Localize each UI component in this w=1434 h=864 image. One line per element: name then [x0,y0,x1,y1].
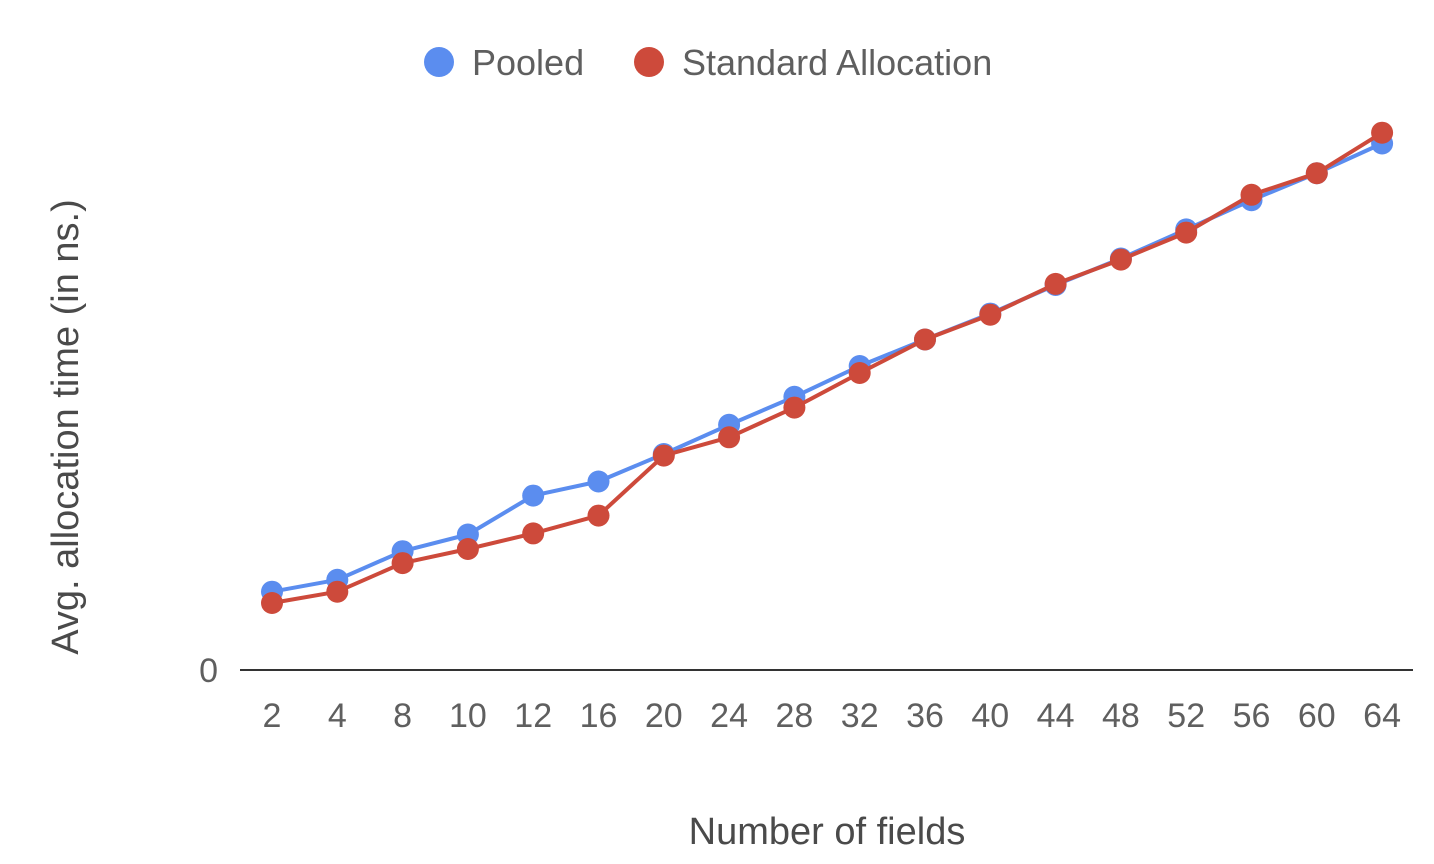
data-point-standard-allocation [261,592,283,614]
x-tick-label: 16 [580,697,618,735]
x-tick-label: 56 [1233,697,1271,735]
data-point-standard-allocation [1305,162,1328,185]
x-tick-label: 4 [328,697,347,735]
series-layer [261,121,1394,614]
data-point-standard-allocation [391,552,414,575]
data-point-pooled [522,484,545,507]
x-tick-label: 48 [1102,697,1140,735]
data-point-standard-allocation [1175,221,1198,244]
x-tick-label: 60 [1298,697,1336,735]
data-point-pooled [587,470,610,493]
data-point-standard-allocation [1044,272,1067,295]
data-point-standard-allocation [456,538,479,560]
data-point-standard-allocation [652,444,675,467]
x-tick-label: 40 [971,697,1009,735]
x-tick-label: 12 [514,697,552,735]
legend-marker-pooled [424,47,454,77]
series-line-pooled [271,141,1383,594]
legend-label-pooled: Pooled [472,42,584,83]
legend-marker-standard-allocation [634,47,664,77]
x-tick-label: 28 [775,697,813,735]
legend-label-standard-allocation: Standard Allocation [682,42,992,83]
y-axis-title: Avg. allocation time (in ns.) [45,199,87,655]
data-point-standard-allocation [718,426,741,449]
x-tick-label: 32 [841,697,879,735]
y-tick-label: 0 [199,652,218,690]
x-tick-label: 20 [645,697,683,735]
legend-item-standard-allocation: Standard Allocation [634,42,992,83]
data-point-standard-allocation [522,522,545,545]
data-point-standard-allocation [587,504,610,527]
x-tick-label: 64 [1363,697,1401,735]
legend-item-pooled: Pooled [424,42,584,83]
data-point-standard-allocation [1240,183,1263,206]
data-point-standard-allocation [979,303,1002,326]
x-tick-labels: 2 4 8 10 12 16 20 24 28 32 36 40 44 48 52 56 60 64 [263,697,1401,735]
data-point-standard-allocation [326,580,349,603]
data-point-standard-allocation [1109,248,1132,271]
x-tick-label: 24 [710,697,748,735]
series-standard-allocation [261,121,1394,614]
x-tick-label: 44 [1037,697,1075,735]
x-tick-label: 10 [449,697,487,735]
data-point-standard-allocation [914,328,936,351]
series-pooled [261,132,1394,603]
data-point-standard-allocation [848,362,871,384]
series-line-standard-allocation [271,131,1384,605]
legend: Pooled Standard Allocation [424,42,992,83]
x-axis-title: Number of fields [689,811,966,853]
x-tick-label: 36 [906,697,944,735]
data-point-standard-allocation [1371,121,1394,144]
data-point-standard-allocation [783,396,806,419]
x-tick-label: 52 [1167,697,1205,735]
x-tick-label: 8 [393,697,412,735]
x-tick-label: 2 [263,697,282,735]
